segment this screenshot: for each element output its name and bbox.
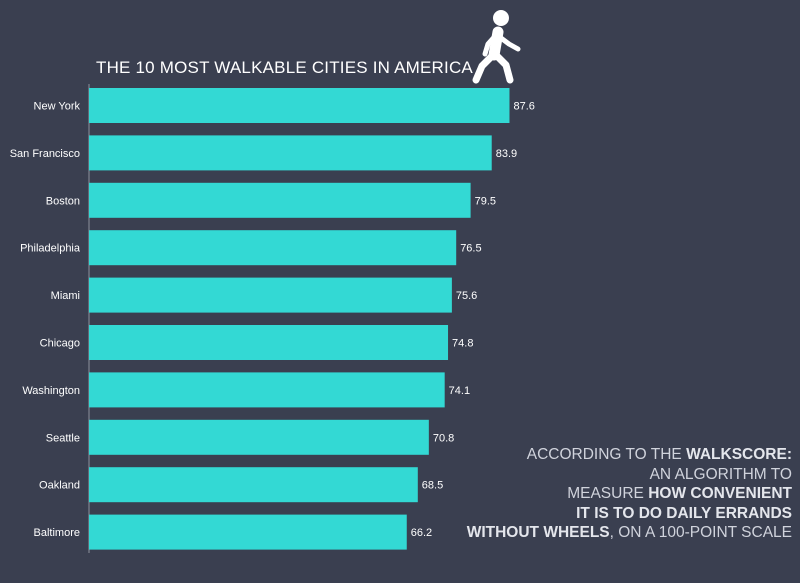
value-label: 74.1 <box>449 385 470 397</box>
category-label: Oakland <box>39 480 80 492</box>
bar-san-francisco <box>89 135 492 171</box>
category-label: New York <box>34 101 81 113</box>
chart-title: THE 10 MOST WALKABLE CITIES IN AMERICA <box>96 58 473 77</box>
category-label: Miami <box>51 290 80 302</box>
category-label: Boston <box>46 195 80 207</box>
category-label: Baltimore <box>34 527 80 539</box>
bar-boston <box>89 182 471 218</box>
value-label: 70.8 <box>433 432 454 444</box>
value-label: 76.5 <box>460 243 481 255</box>
value-label: 68.5 <box>422 480 443 492</box>
bar-washington <box>89 372 445 408</box>
category-label: Seattle <box>46 432 80 444</box>
bar-philadelphia <box>89 230 457 266</box>
pedestrian-walking-icon <box>472 10 521 84</box>
category-label: San Francisco <box>10 148 80 160</box>
bar-seattle <box>89 419 429 455</box>
value-label: 66.2 <box>411 527 432 539</box>
value-label: 75.6 <box>456 290 477 302</box>
value-label: 87.6 <box>513 101 534 113</box>
category-label: Washington <box>22 385 80 397</box>
walkscore-annotation: ACCORDING TO THE WALKSCORE: AN ALGORITHM… <box>466 446 792 541</box>
bar-oakland <box>89 467 418 503</box>
bar-miami <box>89 277 452 313</box>
value-label: 74.8 <box>452 338 473 350</box>
value-label: 83.9 <box>496 148 517 160</box>
bar-new-york <box>89 88 510 123</box>
bar-chicago <box>89 325 449 360</box>
value-label: 79.5 <box>475 195 496 207</box>
category-label: Philadelphia <box>20 243 81 255</box>
category-label: Chicago <box>40 338 80 350</box>
bar-baltimore <box>89 514 407 550</box>
